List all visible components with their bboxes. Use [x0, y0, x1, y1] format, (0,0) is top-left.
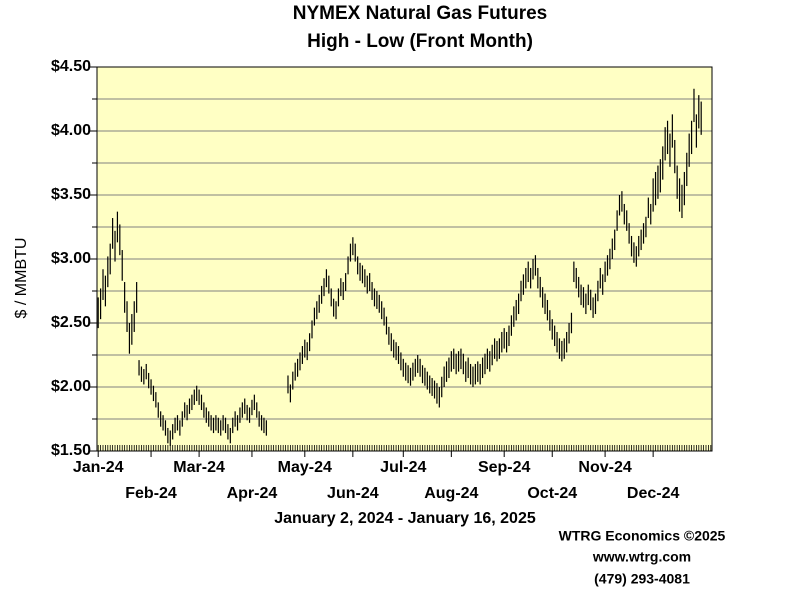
- x-tick-label: Nov-24: [578, 459, 631, 476]
- y-tick-label: $4.00: [51, 122, 91, 139]
- y-tick-label: $4.50: [51, 58, 91, 75]
- credit: (479) 293-4081: [594, 571, 690, 587]
- x-tick-label: Feb-24: [125, 485, 177, 502]
- chart-title: NYMEX Natural Gas Futures: [293, 3, 547, 24]
- y-tick-label: $1.50: [51, 442, 91, 459]
- y-axis-label: $ / MMBTU: [13, 238, 30, 319]
- y-tick-label: $3.50: [51, 186, 91, 203]
- y-tick-label: $2.00: [51, 378, 91, 395]
- x-tick-label: Apr-24: [227, 485, 278, 502]
- x-tick-label: Sep-24: [478, 459, 531, 476]
- x-tick-label: Oct-24: [527, 485, 577, 502]
- x-axis-label: January 2, 2024 - January 16, 2025: [274, 510, 536, 527]
- x-tick-label: Jan-24: [73, 459, 124, 476]
- x-tick-label: Mar-24: [173, 459, 225, 476]
- chart-subtitle: High - Low (Front Month): [307, 31, 533, 52]
- x-tick-label: Aug-24: [424, 485, 478, 502]
- plot-border: [96, 66, 713, 452]
- x-tick-label: Jun-24: [327, 485, 379, 502]
- x-tick-label: Jul-24: [380, 459, 426, 476]
- credit: www.wtrg.com: [592, 549, 691, 565]
- x-tick-label: May-24: [278, 459, 332, 476]
- y-tick-label: $3.00: [51, 250, 91, 267]
- x-tick-label: Dec-24: [627, 485, 680, 502]
- credit: WTRG Economics ©2025: [559, 528, 726, 544]
- y-tick-label: $2.50: [51, 314, 91, 331]
